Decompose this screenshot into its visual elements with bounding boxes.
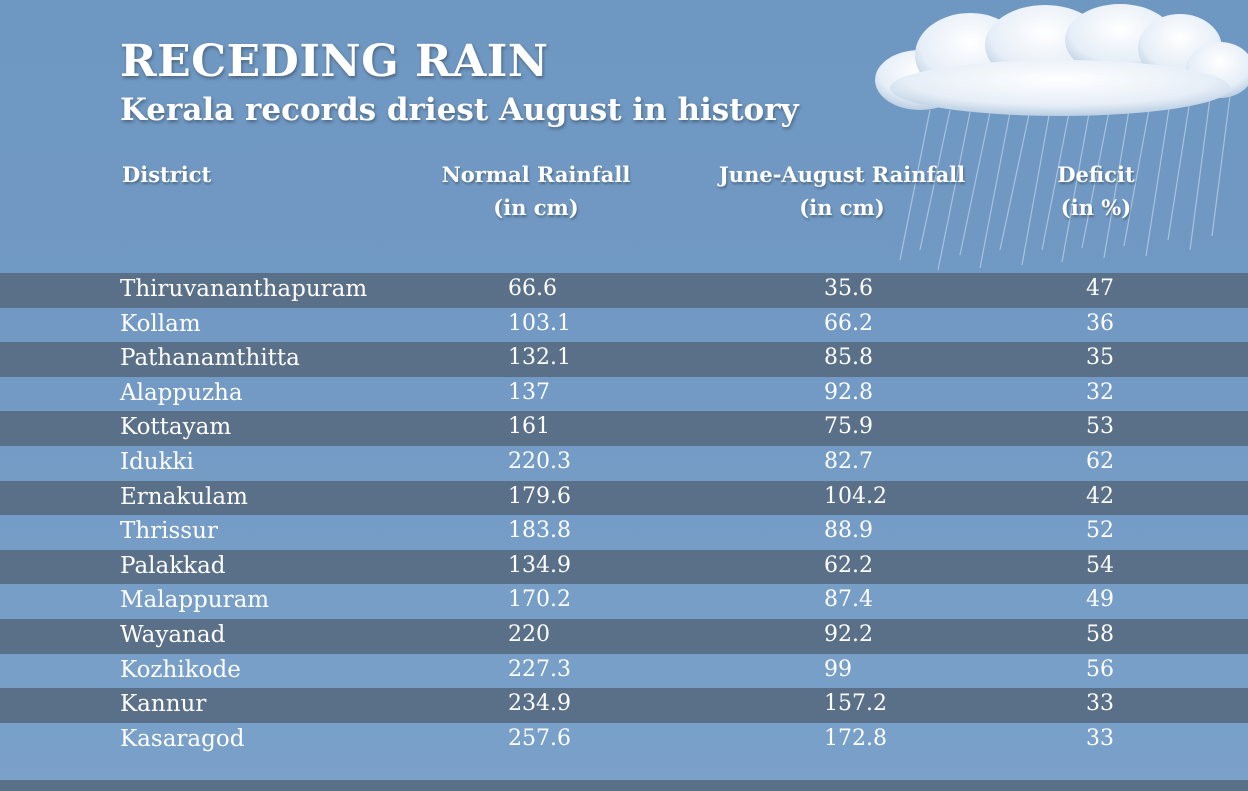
cell-district: Kollam (120, 310, 201, 337)
cell-district: Ernakulam (120, 483, 248, 510)
cell-june-august-rainfall: 172.8 (824, 725, 887, 751)
cell-june-august-rainfall: 92.8 (824, 379, 873, 405)
cell-normal-rainfall: 161 (508, 414, 550, 440)
cell-june-august-rainfall: 66.2 (824, 310, 873, 336)
cell-deficit: 36 (1086, 310, 1114, 336)
cell-deficit: 56 (1086, 656, 1114, 682)
table-row: Alappuzha 137 92.8 32 (0, 377, 1248, 412)
table-row: Thiruvananthapuram 66.6 35.6 47 (0, 273, 1248, 308)
cell-june-august-rainfall: 99 (824, 656, 852, 682)
column-header-normal-rainfall: Normal Rainfall (in cm) (436, 158, 636, 224)
cell-june-august-rainfall: 82.7 (824, 448, 873, 474)
cell-district: Palakkad (120, 552, 226, 579)
cell-normal-rainfall: 170.2 (508, 587, 571, 613)
column-header-normal-line2: (in cm) (493, 195, 579, 220)
page-title: RECEDING RAIN (120, 36, 549, 87)
cell-district: Thrissur (120, 518, 218, 545)
column-header-deficit-line2: (in %) (1060, 195, 1132, 220)
table-row: Palakkad 134.9 62.2 54 (0, 549, 1248, 585)
cell-normal-rainfall: 179.6 (508, 483, 571, 509)
table-row: Kottayam 161 75.9 53 (0, 411, 1248, 446)
cell-deficit: 47 (1086, 276, 1114, 301)
cell-deficit: 62 (1086, 448, 1114, 474)
cell-june-august-rainfall: 104.2 (824, 483, 887, 509)
page-subtitle: Kerala records driest August in history (120, 92, 799, 128)
table-row: Kollam 103.1 66.2 36 (0, 308, 1248, 343)
cell-deficit: 53 (1086, 414, 1114, 440)
table-row: Thrissur 183.8 88.9 52 (0, 515, 1248, 550)
column-header-district: District (122, 158, 211, 191)
rain-cloud-icon (875, 4, 1248, 271)
cell-june-august-rainfall: 92.2 (824, 621, 873, 647)
table-row: Pathanamthitta 132.1 85.8 35 (0, 342, 1248, 377)
table-row: Kannur 234.9 157.2 33 (0, 688, 1248, 723)
cell-normal-rainfall: 132.1 (508, 345, 571, 371)
cell-district: Idukki (120, 448, 194, 475)
cell-deficit: 33 (1086, 691, 1114, 717)
cell-deficit: 42 (1086, 483, 1114, 509)
column-header-deficit-line1: Deficit (1057, 162, 1135, 187)
cell-june-august-rainfall: 62.2 (824, 552, 873, 578)
cell-deficit: 32 (1086, 379, 1114, 405)
cell-deficit: 52 (1086, 518, 1114, 544)
column-header-district-label: District (122, 162, 212, 187)
cell-deficit: 54 (1086, 552, 1114, 578)
column-header-jun-line2: (in cm) (799, 195, 885, 220)
cell-normal-rainfall: 257.6 (508, 725, 571, 751)
cell-deficit: 49 (1086, 587, 1114, 613)
cell-june-august-rainfall: 75.9 (824, 414, 873, 440)
rainfall-table: Thiruvananthapuram 66.6 35.6 47 Kollam 1… (0, 273, 1248, 757)
table-row: Kasaragod 257.6 172.8 33 (0, 723, 1248, 758)
cell-district: Kozhikode (120, 656, 241, 683)
cell-district: Kasaragod (120, 725, 245, 752)
table-row: Idukki 220.3 82.7 62 (0, 446, 1248, 481)
cell-normal-rainfall: 134.9 (508, 552, 571, 578)
cell-deficit: 35 (1086, 345, 1114, 371)
cell-normal-rainfall: 183.8 (508, 518, 571, 544)
cell-normal-rainfall: 220 (508, 621, 550, 647)
table-row: Malappuram 170.2 87.4 49 (0, 584, 1248, 619)
table-row: Wayanad 220 92.2 58 (0, 618, 1248, 654)
cell-deficit: 33 (1086, 725, 1114, 751)
cell-june-august-rainfall: 35.6 (824, 276, 873, 301)
cell-june-august-rainfall: 88.9 (824, 518, 873, 544)
column-header-normal-line1: Normal Rainfall (441, 162, 631, 187)
column-header-jun-line1: June-August Rainfall (718, 162, 966, 187)
cell-district: Pathanamthitta (120, 345, 300, 372)
cell-june-august-rainfall: 87.4 (824, 587, 873, 613)
cell-normal-rainfall: 66.6 (508, 276, 557, 301)
cell-district: Kannur (120, 691, 207, 718)
bottom-band (0, 780, 1248, 791)
cell-normal-rainfall: 227.3 (508, 656, 571, 682)
cell-normal-rainfall: 103.1 (508, 310, 571, 336)
cell-normal-rainfall: 220.3 (508, 448, 571, 474)
cell-district: Kottayam (120, 414, 232, 441)
cell-normal-rainfall: 234.9 (508, 691, 571, 717)
cell-deficit: 58 (1086, 621, 1114, 647)
column-header-deficit: Deficit (in %) (1036, 158, 1156, 224)
cell-june-august-rainfall: 157.2 (824, 691, 887, 717)
cell-district: Thiruvananthapuram (120, 276, 368, 302)
cell-normal-rainfall: 137 (508, 379, 550, 405)
cell-june-august-rainfall: 85.8 (824, 345, 873, 371)
table-row: Ernakulam 179.6 104.2 42 (0, 480, 1248, 516)
cell-district: Alappuzha (120, 379, 243, 406)
cell-district: Malappuram (120, 587, 270, 614)
column-header-june-august-rainfall: June-August Rainfall (in cm) (712, 158, 972, 224)
table-row: Kozhikode 227.3 99 56 (0, 654, 1248, 689)
cell-district: Wayanad (120, 621, 226, 648)
